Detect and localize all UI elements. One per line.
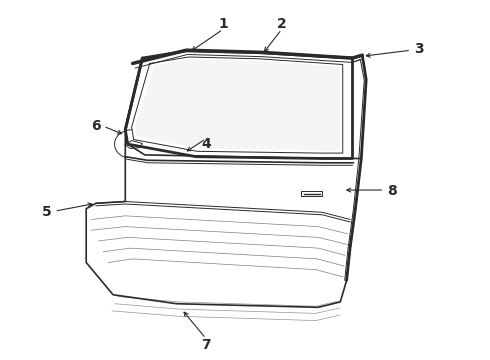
Text: 1: 1: [218, 17, 228, 31]
Polygon shape: [135, 59, 340, 150]
Text: 7: 7: [201, 338, 211, 352]
Text: 2: 2: [277, 17, 287, 31]
Text: 8: 8: [387, 184, 396, 198]
Text: 6: 6: [91, 119, 101, 133]
Text: 3: 3: [414, 42, 423, 56]
Text: 4: 4: [201, 137, 211, 151]
Text: 5: 5: [42, 205, 52, 219]
Polygon shape: [86, 130, 361, 307]
